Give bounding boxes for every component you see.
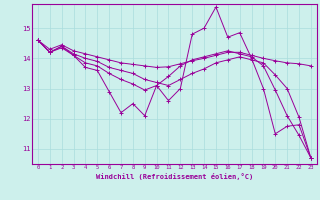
X-axis label: Windchill (Refroidissement éolien,°C): Windchill (Refroidissement éolien,°C) [96, 173, 253, 180]
